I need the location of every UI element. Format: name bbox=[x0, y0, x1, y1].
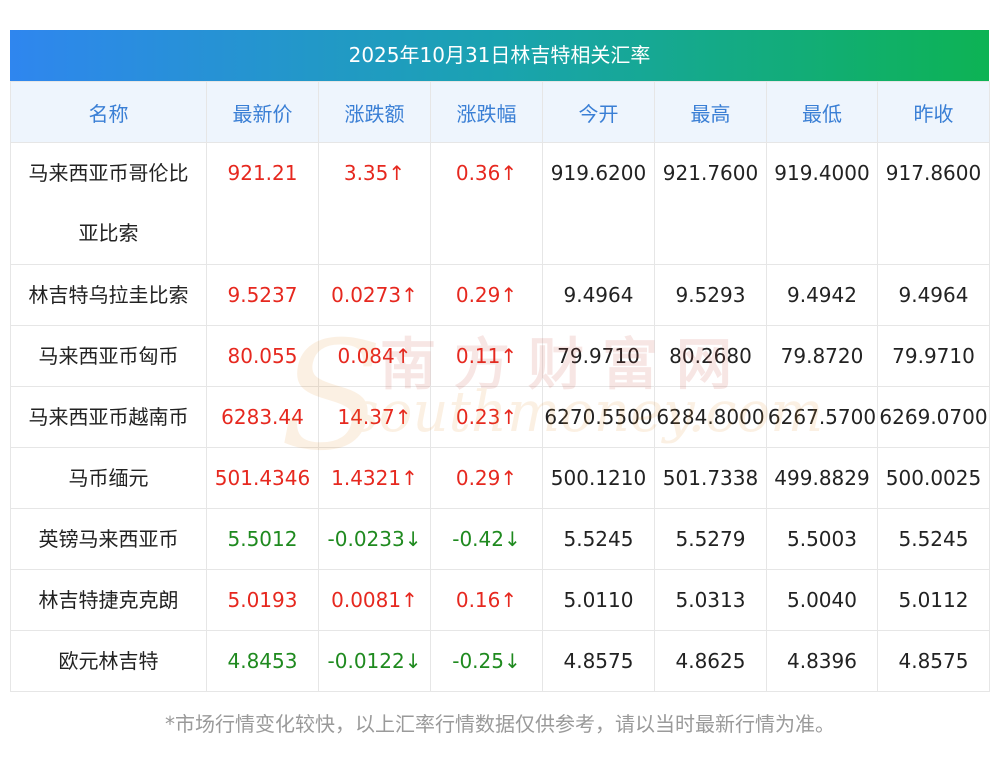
cell-change: 0.0273↑ bbox=[318, 264, 431, 326]
currency-pair-name: 林吉特乌拉圭比索 bbox=[10, 264, 207, 326]
cell-latest: 4.8453 bbox=[206, 630, 319, 692]
cell-latest: 501.4346 bbox=[206, 447, 319, 509]
cell-prev: 5.0112 bbox=[877, 569, 990, 631]
page-title: 2025年10月31日林吉特相关汇率 bbox=[10, 30, 989, 81]
cell-prev: 5.5245 bbox=[877, 508, 990, 570]
table-row: 林吉特乌拉圭比索 9.5237 0.0273↑ 0.29↑ 9.4964 9.5293 9.… bbox=[10, 264, 990, 326]
cell-prev: 79.9710 bbox=[877, 325, 990, 387]
currency-pair-name: 欧元林吉特 bbox=[10, 630, 207, 692]
cell-change: -0.0233↓ bbox=[318, 508, 431, 570]
cell-high: 5.5279 bbox=[654, 508, 767, 570]
cell-latest: 921.21 bbox=[206, 142, 319, 265]
cell-prev: 9.4964 bbox=[877, 264, 990, 326]
cell-open: 919.6200 bbox=[542, 142, 655, 265]
column-header-name: 名称 bbox=[10, 81, 207, 143]
table-row: 马来西亚币哥伦比亚比索 921.21 3.35↑ 0.36↑ 919.6200 921.7… bbox=[10, 142, 990, 265]
cell-open: 500.1210 bbox=[542, 447, 655, 509]
cell-latest: 80.055 bbox=[206, 325, 319, 387]
cell-high: 6284.8000 bbox=[654, 386, 767, 448]
cell-high: 5.0313 bbox=[654, 569, 767, 631]
cell-low: 6267.5700 bbox=[766, 386, 878, 448]
cell-latest: 9.5237 bbox=[206, 264, 319, 326]
cell-prev: 917.8600 bbox=[877, 142, 990, 265]
column-header-low: 最低 bbox=[766, 81, 878, 143]
currency-pair-name: 马来西亚币越南币 bbox=[10, 386, 207, 448]
cell-change: 3.35↑ bbox=[318, 142, 431, 265]
column-header-pct: 涨跌幅 bbox=[430, 81, 543, 143]
cell-high: 9.5293 bbox=[654, 264, 767, 326]
cell-change: 14.37↑ bbox=[318, 386, 431, 448]
column-header-high: 最高 bbox=[654, 81, 767, 143]
cell-prev: 4.8575 bbox=[877, 630, 990, 692]
cell-latest: 5.5012 bbox=[206, 508, 319, 570]
cell-prev: 500.0025 bbox=[877, 447, 990, 509]
column-header-open: 今开 bbox=[542, 81, 655, 143]
cell-low: 79.8720 bbox=[766, 325, 878, 387]
cell-open: 9.4964 bbox=[542, 264, 655, 326]
cell-high: 4.8625 bbox=[654, 630, 767, 692]
table-row: 马来西亚币越南币 6283.44 14.37↑ 0.23↑ 6270.5500 6284.… bbox=[10, 386, 990, 448]
table-row: 马来西亚币匈币 80.055 0.084↑ 0.11↑ 79.9710 80.2680 79… bbox=[10, 325, 990, 387]
rate-table-panel: 2025年10月31日林吉特相关汇率 名称 最新价 涨跌额 涨跌幅 今开 最高 … bbox=[10, 30, 990, 692]
cell-change: 1.4321↑ bbox=[318, 447, 431, 509]
cell-pct: -0.42↓ bbox=[430, 508, 543, 570]
cell-open: 5.0110 bbox=[542, 569, 655, 631]
table-row: 林吉特捷克克朗 5.0193 0.0081↑ 0.16↑ 5.0110 5.0313 5.0… bbox=[10, 569, 990, 631]
cell-change: 0.0081↑ bbox=[318, 569, 431, 631]
currency-pair-name: 马币缅元 bbox=[10, 447, 207, 509]
currency-pair-name: 马来西亚币哥伦比亚比索 bbox=[10, 142, 207, 265]
column-header-latest: 最新价 bbox=[206, 81, 319, 143]
cell-low: 9.4942 bbox=[766, 264, 878, 326]
cell-low: 4.8396 bbox=[766, 630, 878, 692]
cell-pct: 0.16↑ bbox=[430, 569, 543, 631]
column-header-prev: 昨收 bbox=[877, 81, 990, 143]
cell-open: 79.9710 bbox=[542, 325, 655, 387]
cell-high: 80.2680 bbox=[654, 325, 767, 387]
cell-high: 921.7600 bbox=[654, 142, 767, 265]
cell-open: 6270.5500 bbox=[542, 386, 655, 448]
cell-pct: 0.29↑ bbox=[430, 447, 543, 509]
currency-pair-name: 英镑马来西亚币 bbox=[10, 508, 207, 570]
disclaimer-footnote: *市场行情变化较快，以上汇率行情数据仅供参考，请以当时最新行情为准。 bbox=[165, 712, 835, 736]
cell-low: 5.5003 bbox=[766, 508, 878, 570]
cell-change: 0.084↑ bbox=[318, 325, 431, 387]
column-header-change: 涨跌额 bbox=[318, 81, 431, 143]
cell-low: 499.8829 bbox=[766, 447, 878, 509]
table-header-row: 名称 最新价 涨跌额 涨跌幅 今开 最高 最低 昨收 bbox=[10, 81, 990, 143]
cell-open: 4.8575 bbox=[542, 630, 655, 692]
cell-prev: 6269.0700 bbox=[877, 386, 990, 448]
currency-pair-name: 林吉特捷克克朗 bbox=[10, 569, 207, 631]
cell-pct: 0.29↑ bbox=[430, 264, 543, 326]
cell-high: 501.7338 bbox=[654, 447, 767, 509]
cell-low: 5.0040 bbox=[766, 569, 878, 631]
cell-low: 919.4000 bbox=[766, 142, 878, 265]
table-row: 马币缅元 501.4346 1.4321↑ 0.29↑ 500.1210 501.7338… bbox=[10, 447, 990, 509]
cell-pct: -0.25↓ bbox=[430, 630, 543, 692]
cell-pct: 0.11↑ bbox=[430, 325, 543, 387]
cell-latest: 5.0193 bbox=[206, 569, 319, 631]
exchange-rate-table: 名称 最新价 涨跌额 涨跌幅 今开 最高 最低 昨收 马来西亚币哥伦比亚比索 92… bbox=[10, 81, 990, 692]
cell-pct: 0.23↑ bbox=[430, 386, 543, 448]
table-row: 英镑马来西亚币 5.5012 -0.0233↓ -0.42↓ 5.5245 5.5279 5… bbox=[10, 508, 990, 570]
cell-pct: 0.36↑ bbox=[430, 142, 543, 265]
currency-pair-name: 马来西亚币匈币 bbox=[10, 325, 207, 387]
cell-latest: 6283.44 bbox=[206, 386, 319, 448]
table-row: 欧元林吉特 4.8453 -0.0122↓ -0.25↓ 4.8575 4.8625 4.8… bbox=[10, 630, 990, 692]
cell-open: 5.5245 bbox=[542, 508, 655, 570]
cell-change: -0.0122↓ bbox=[318, 630, 431, 692]
